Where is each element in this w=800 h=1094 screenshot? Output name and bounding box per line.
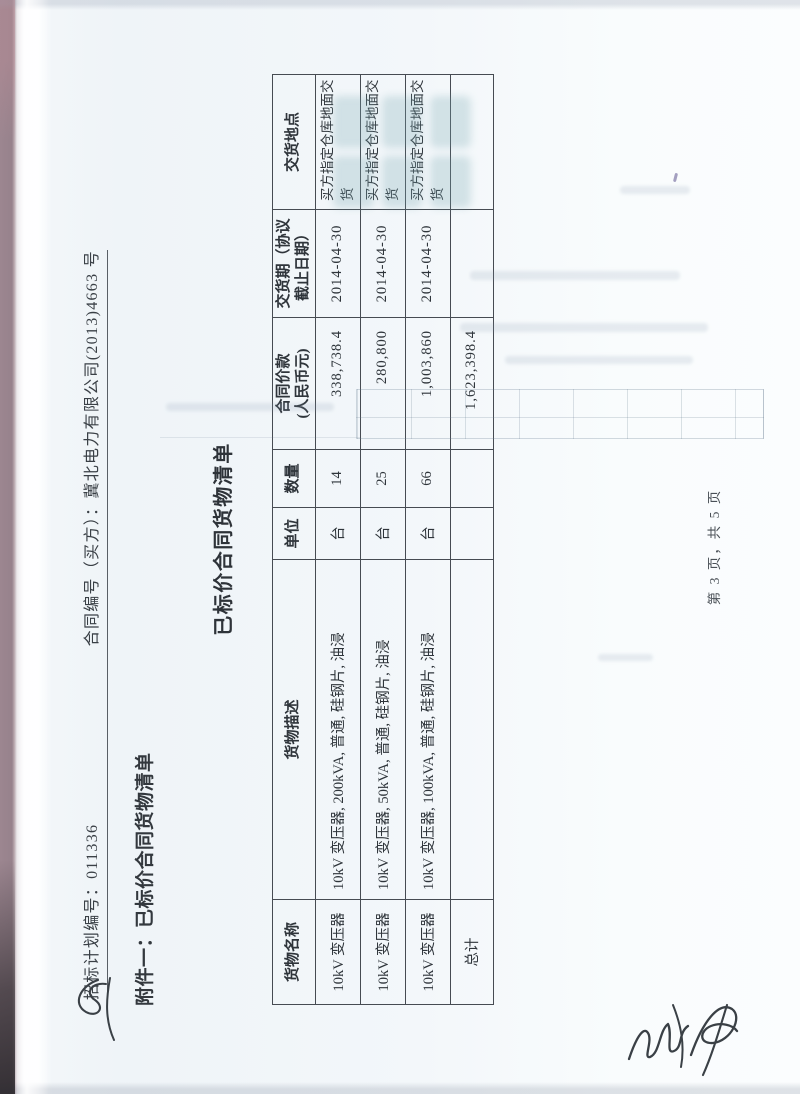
table-cell [450,209,493,318]
table-cell [450,559,493,900]
table-row: 10kV 变压器 10kV 变压器, 100kVA, 普通, 硅钢片, 油浸台 66… [405,74,450,1005]
table-header-row: 货物名称 货物描述 单位 数量 合同价款 (人民币元) 交货期（协议 截止日期） 交货地点 [272,74,315,1005]
bleedthrough-text-smudge [166,403,334,411]
signature-scribble-large [627,1003,739,1077]
attachment-title: 附件一：已标价合同货物清单 [135,752,156,1006]
scan-spine-strip [0,0,15,1094]
table-cell: 10kV 变压器, 50kVA, 普通, 硅钢片, 油浸 [360,559,405,900]
table-cell: 2014-04-30 [315,209,360,318]
bleedthrough-table-grid-left [160,405,360,438]
table-cell: 66 [405,449,450,508]
bleedthrough-text-smudge [598,654,653,661]
bleedthrough-text-smudge [620,186,690,194]
table-cell: 台 [405,507,450,560]
table-cell: 总计 [450,899,493,1005]
goods-table: 货物名称 货物描述 单位 数量 合同价款 (人民币元) 交货期（协议 截止日期） 交货地点 10… [272,74,494,1005]
table-cell: 台 [315,507,360,560]
page-edge-highlight [15,0,49,1094]
table-total-row: 总计 1,623,398.4 [450,74,493,1005]
table-cell: 2014-04-30 [405,209,450,318]
table-header-cell: 交货期（协议 截止日期） [272,209,315,318]
table-cell: 10kV 变压器, 200kVA, 普通, 硅钢片, 油浸 [315,559,360,900]
contract-number: 合同编号（买方）：冀北电力有限公司(2013)4663 号 [84,250,101,647]
bleedthrough-text-smudge [505,356,693,364]
table-header-cell: 货物描述 [272,559,315,900]
table-cell [450,449,493,508]
goods-table-body: 10kV 变压器 10kV 变压器, 200kVA, 普通, 硅钢片, 油浸台 14… [315,74,493,1005]
table-header-cell: 货物名称 [272,899,315,1005]
table-cell: 10kV 变压器 [360,899,405,1005]
contract-header-line: 招标计划编号：011336 合同编号（买方）：冀北电力有限公司(2013)466… [64,250,108,1000]
table-cell: 2014-04-30 [360,209,405,318]
bleedthrough-table-grid [356,389,764,439]
bleedthrough-text-smudge [460,323,708,332]
goods-table-head: 货物名称 货物描述 单位 数量 合同价款 (人民币元) 交货期（协议 截止日期） 交货地点 [272,74,315,1005]
page-number-footer: 第 3 页，共 5 页 [707,488,722,606]
table-row: 10kV 变压器 10kV 变压器, 200kVA, 普通, 硅钢片, 油浸台 14… [315,74,360,1005]
table-cell [450,507,493,560]
table-cell: 25 [360,449,405,508]
table-cell: 台 [360,507,405,560]
bleedthrough-text-smudge [470,271,680,280]
table-cell: 14 [315,449,360,508]
table-row: 10kV 变压器 10kV 变压器, 50kVA, 普通, 硅钢片, 油浸台 25 2… [360,74,405,1005]
bleedthrough-title-ghost [333,96,471,208]
table-header-cell: 数量 [272,449,315,508]
table-cell: 10kV 变压器, 100kVA, 普通, 硅钢片, 油浸 [405,559,450,900]
table-cell: 10kV 变压器 [405,899,450,1005]
signature-scribble-small [77,977,115,1041]
table-cell: 10kV 变压器 [315,899,360,1005]
table-header-cell: 交货地点 [272,74,315,210]
table-header-cell: 单位 [272,507,315,560]
